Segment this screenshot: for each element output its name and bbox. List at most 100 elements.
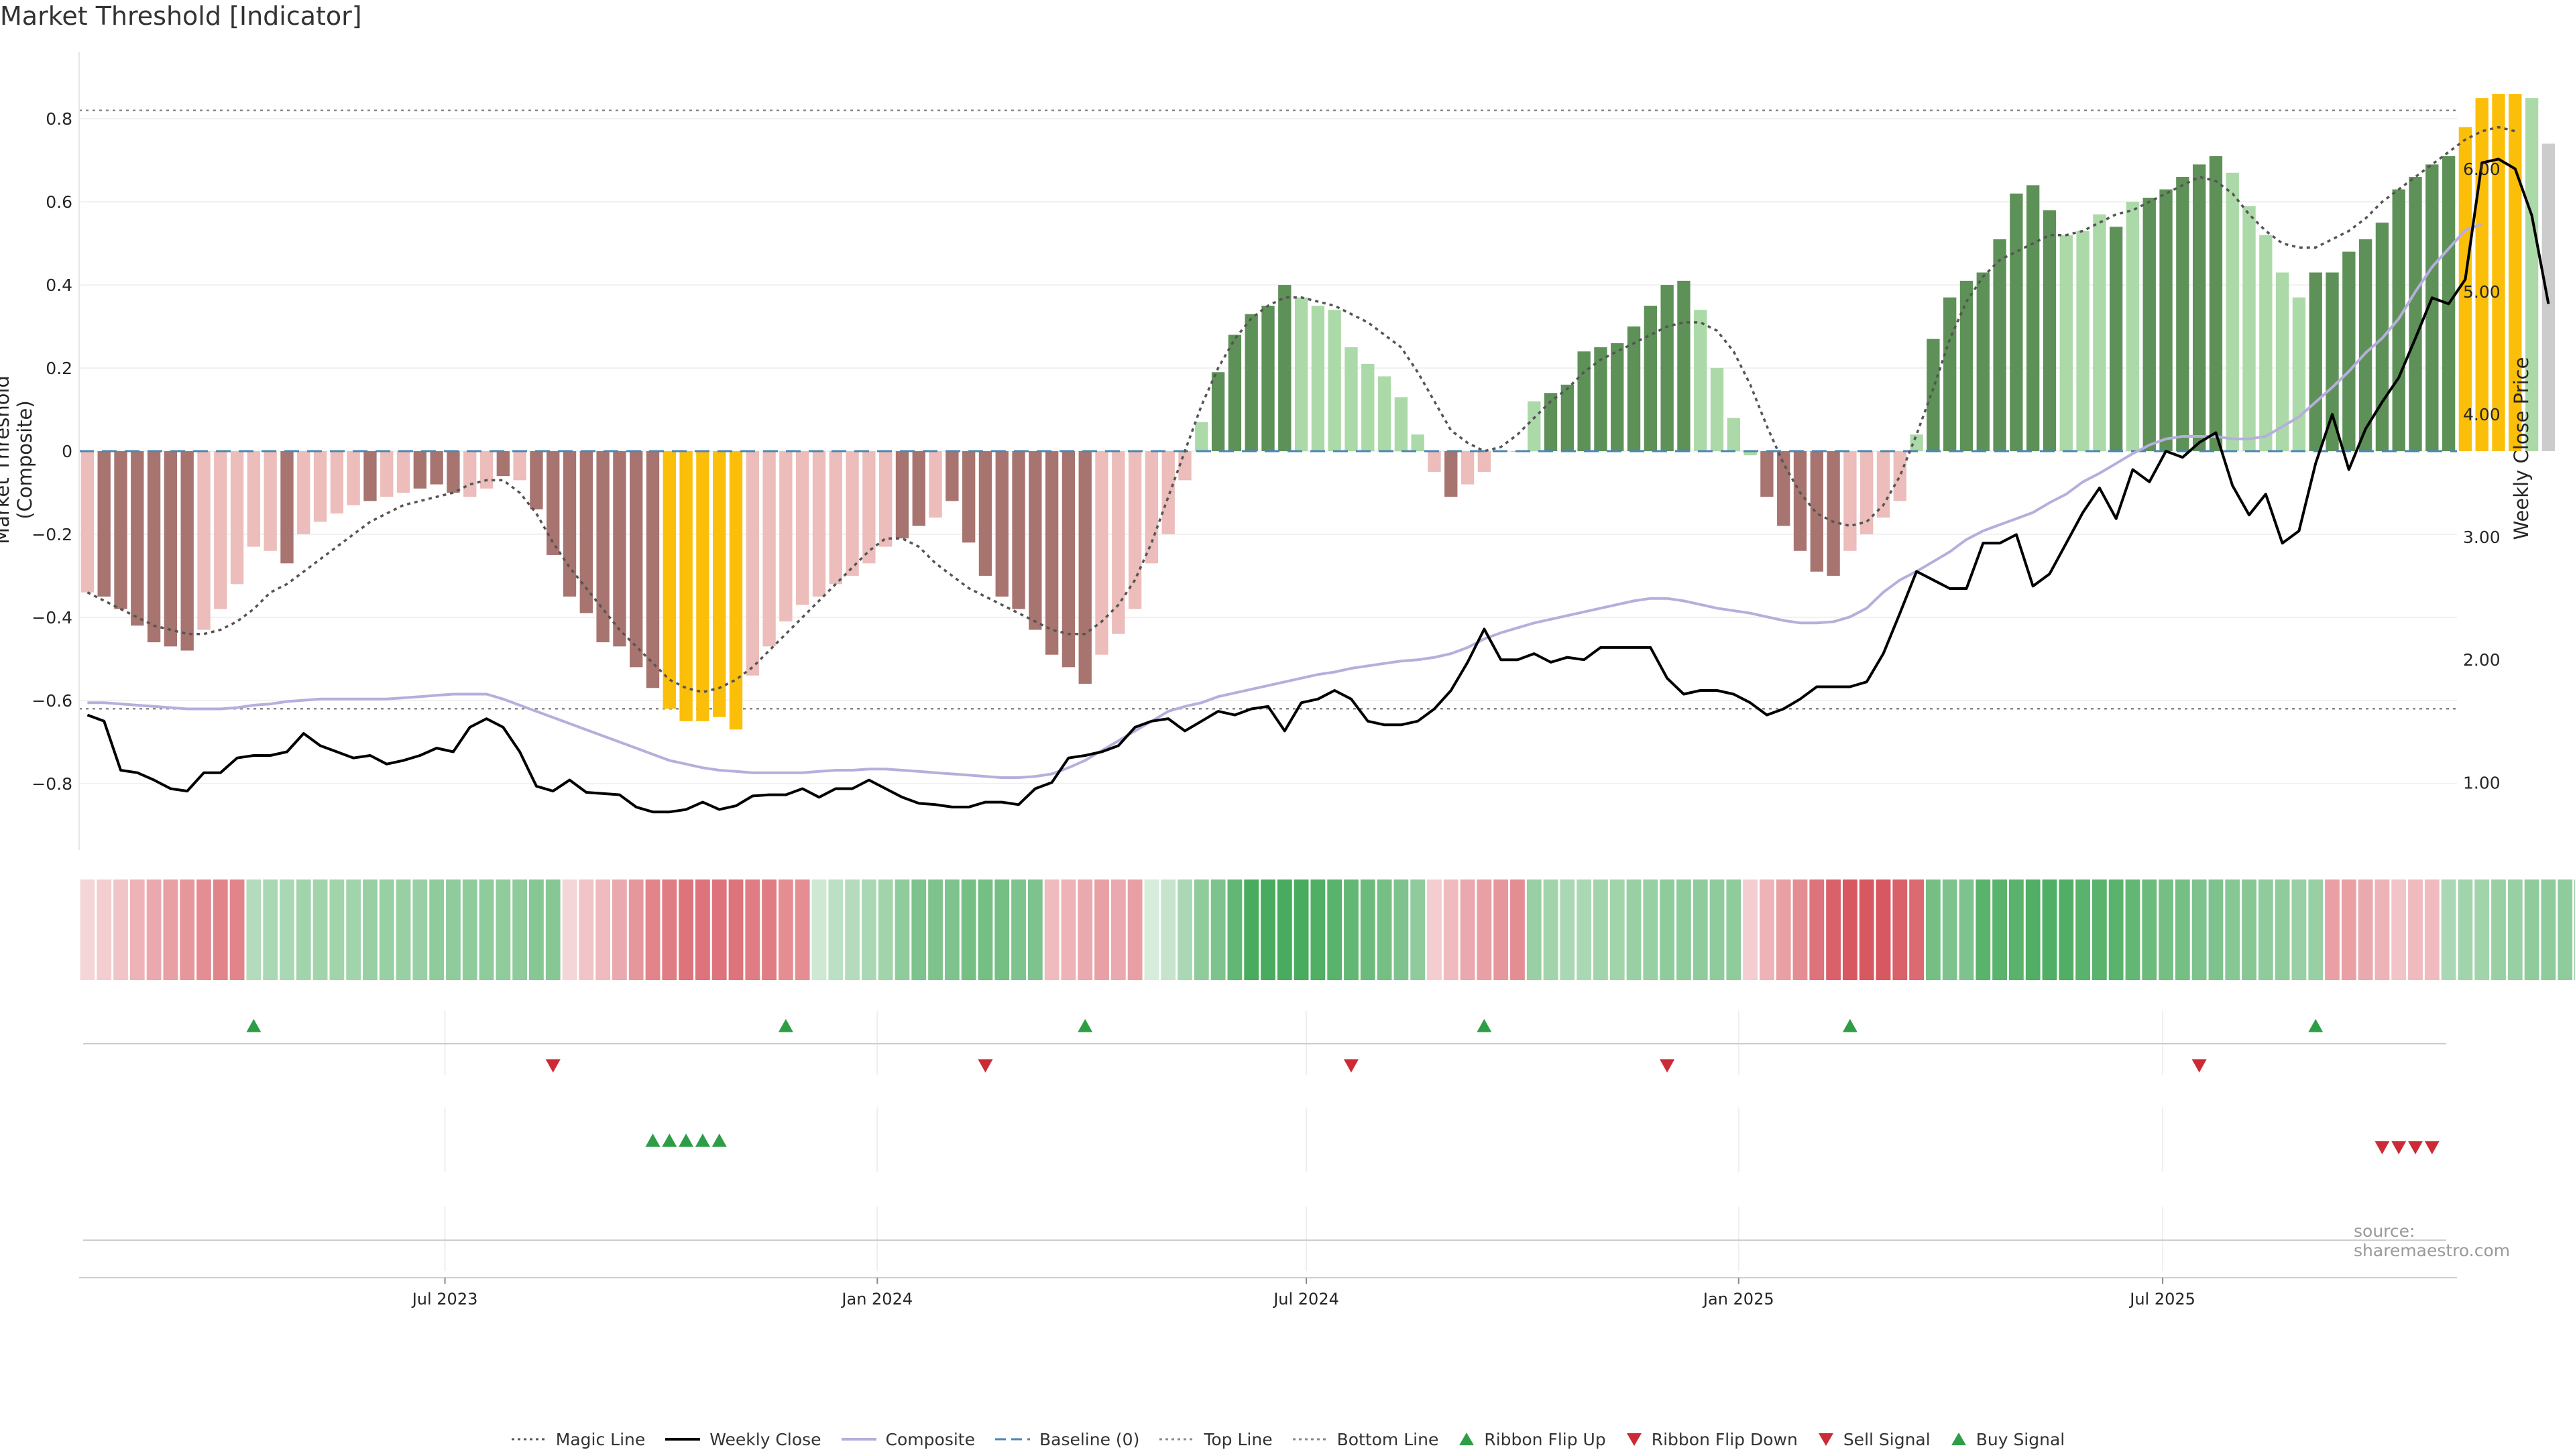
ribbon-flip-up-marker — [1843, 1019, 1857, 1032]
ribbon-cell — [2242, 879, 2256, 980]
composite-bar — [1361, 364, 1374, 451]
ribbon-cell — [1710, 879, 1725, 980]
ribbon-cell — [1493, 879, 1508, 980]
ribbon-cell — [2075, 879, 2090, 980]
composite-bar — [264, 451, 276, 551]
ribbon-cell — [828, 879, 843, 980]
ribbon-cell — [2308, 879, 2323, 980]
composite-bar — [2093, 215, 2106, 451]
composite-bar — [397, 451, 410, 493]
composite-bar — [879, 451, 892, 547]
ribbon-cell — [2059, 879, 2073, 980]
ribbon-flip-down-marker — [546, 1059, 561, 1073]
ribbon-cell — [646, 879, 661, 980]
composite-bar — [347, 451, 359, 505]
buy-signal-marker — [646, 1134, 661, 1147]
legend-label: Ribbon Flip Down — [1652, 1430, 1798, 1449]
composite-bar — [2309, 272, 2322, 451]
source-credit: source: sharemaestro.com — [2354, 1221, 2575, 1260]
composite-bar — [231, 451, 243, 584]
ribbon-cell — [629, 879, 644, 980]
composite-bar — [1627, 326, 1640, 451]
ribbon-cell — [928, 879, 943, 980]
sell-signal-marker — [2374, 1141, 2389, 1154]
composite-bar — [1877, 451, 1890, 518]
legend-label: Composite — [886, 1430, 975, 1449]
ribbon-cell — [1194, 879, 1209, 980]
composite-bar — [363, 451, 376, 501]
legend-swatch-icon — [1949, 1430, 1968, 1449]
ribbon-flip-up-marker — [1078, 1019, 1092, 1032]
y-tick-label: −0.4 — [32, 608, 72, 627]
composite-bar — [1328, 310, 1341, 451]
ribbon-cell — [346, 879, 361, 980]
ribbon-cell — [2225, 879, 2240, 980]
ribbon-cell — [313, 879, 328, 980]
composite-bar — [1843, 451, 1856, 551]
ribbon-cell — [1128, 879, 1143, 980]
composite-bar — [463, 451, 476, 497]
legend-item: Ribbon Flip Up — [1457, 1430, 1605, 1449]
composite-bar — [2342, 252, 2355, 452]
ribbon-cell — [412, 879, 427, 980]
composite-bar — [979, 451, 992, 576]
trend-ribbon — [80, 879, 2575, 980]
composite-bar — [81, 451, 94, 593]
composite-bar — [2010, 194, 2022, 451]
legend-swatch-icon — [994, 1433, 1031, 1446]
ribbon-cell — [612, 879, 627, 980]
ribbon-cell — [97, 879, 111, 980]
composite-bar — [779, 451, 792, 621]
composite-bar — [1694, 310, 1707, 451]
composite-bar — [181, 451, 194, 651]
composite-bar — [1561, 385, 1574, 451]
composite-bar — [1594, 347, 1607, 451]
ribbon-cell — [1826, 879, 1841, 980]
ribbon-cell — [380, 879, 394, 980]
composite-bar — [2210, 156, 2222, 451]
composite-bar — [813, 451, 825, 597]
ribbon-cell — [595, 879, 610, 980]
composite-bar — [1344, 347, 1357, 451]
y-axis-label-left: Market Threshold (Composite) — [0, 346, 36, 574]
ribbon-cell — [2425, 879, 2440, 980]
composite-bar — [1412, 434, 1424, 451]
ribbon-cell — [2043, 879, 2057, 980]
ribbon-cell — [2558, 879, 2572, 980]
ribbon-cell — [795, 879, 810, 980]
composite-bar — [414, 451, 426, 489]
composite-bar — [630, 451, 642, 667]
ribbon-cell — [1976, 879, 1990, 980]
buy-signal-marker — [695, 1134, 710, 1147]
composite-bar — [447, 451, 459, 493]
ribbon-cell — [1527, 879, 1542, 980]
legend-swatch-icon — [840, 1433, 878, 1446]
ribbon-cell — [1261, 879, 1275, 980]
ribbon-cell — [662, 879, 677, 980]
ribbon-cell — [1926, 879, 1941, 980]
ribbon-cell — [1211, 879, 1226, 980]
legend-swatch-icon — [1158, 1433, 1196, 1446]
ribbon-cell — [1793, 879, 1808, 980]
composite-bar — [746, 451, 759, 676]
ribbon-cell — [180, 879, 194, 980]
ribbon-cell — [479, 879, 494, 980]
sell-signal-marker — [2391, 1141, 2406, 1154]
composite-bar — [2143, 198, 2156, 451]
ribbon-cell — [463, 879, 477, 980]
x-tick-label: Jan 2025 — [1702, 1290, 1774, 1309]
composite-bar — [2159, 190, 2172, 451]
composite-bar — [1195, 422, 1208, 451]
composite-bar — [2226, 173, 2239, 451]
legend-swatch-icon — [510, 1433, 548, 1446]
legend-item: Baseline (0) — [994, 1430, 1139, 1449]
composite-bar — [1478, 451, 1491, 472]
composite-bar — [730, 451, 742, 729]
ribbon-cell — [862, 879, 876, 980]
composite-bar — [2060, 235, 2073, 451]
composite-bar — [913, 451, 925, 526]
legend-item: Composite — [840, 1430, 975, 1449]
ribbon-cell — [1477, 879, 1491, 980]
ribbon-cell — [429, 879, 444, 980]
composite-bar — [2026, 185, 2039, 451]
